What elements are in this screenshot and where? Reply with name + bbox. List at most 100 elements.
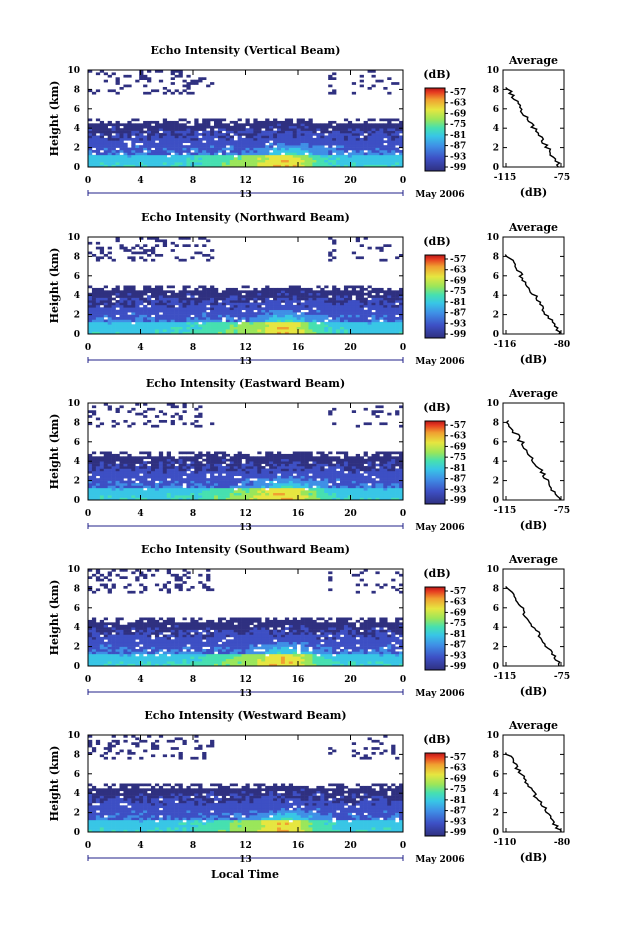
- x-tick-label: 0: [400, 509, 406, 519]
- x-tick-label: 0: [85, 509, 91, 519]
- colorbar-tick-label: -75: [450, 287, 466, 297]
- y-tick-label: 2: [74, 311, 80, 321]
- colorbar: [424, 87, 446, 172]
- colorbar-tick-label: -93: [450, 152, 466, 162]
- heatmap-cells: [88, 70, 404, 168]
- y-tick-label: 8: [74, 750, 80, 760]
- x-tick-label: 8: [190, 176, 196, 186]
- average-y-tick: 0: [493, 828, 499, 838]
- x-tick-label: 20: [344, 841, 357, 851]
- local-time-label: Local Time: [211, 868, 279, 881]
- colorbar-tick-label: -75: [450, 785, 466, 795]
- y-tick-label: 2: [74, 643, 80, 653]
- panel-1: Echo Intensity (Northward Beam) 0 2 4 6 8 10 He…: [48, 211, 570, 367]
- average-frame: [502, 734, 565, 833]
- average-y-tick: 8: [493, 418, 499, 428]
- average-y-tick: 4: [493, 291, 499, 301]
- y-axis: 0 2 4 6 8 10: [67, 233, 403, 340]
- month-label: May 2006: [415, 523, 464, 533]
- colorbar-tick-label: -57: [450, 587, 466, 597]
- colorbar-tick-label: -99: [450, 662, 466, 672]
- colorbar-tick-label: -75: [450, 120, 466, 130]
- x-axis: 0 4 8 12 16 20 0: [85, 569, 406, 685]
- y-tick-label: 4: [74, 124, 80, 134]
- y-tick-label: 0: [74, 496, 80, 506]
- average-title: Average: [508, 221, 558, 234]
- x-tick-label: 8: [190, 343, 196, 353]
- colorbar-tick-label: -57: [450, 421, 466, 431]
- x-tick-label: 8: [190, 675, 196, 685]
- colorbar-tick-label: -57: [450, 88, 466, 98]
- colorbar-tick-label: -63: [450, 598, 466, 608]
- average-panel: Average 0 2 4 6 8 10 -115 -75 (dB): [486, 553, 570, 698]
- x-tick-label: 4: [137, 509, 143, 519]
- panel-title: Echo Intensity (Southward Beam): [141, 543, 350, 556]
- y-axis: 0 2 4 6 8 10: [67, 565, 403, 672]
- heatmap-cells: [88, 569, 404, 667]
- x-tick-label: 8: [190, 509, 196, 519]
- average-y-tick: 6: [493, 272, 499, 282]
- average-title: Average: [508, 719, 558, 732]
- y-tick-label: 2: [74, 144, 80, 154]
- colorbar-tick-label: -69: [450, 276, 466, 286]
- average-profile-line: [504, 254, 562, 335]
- x-tick-label: 0: [85, 841, 91, 851]
- average-profile-line: [505, 419, 562, 501]
- panel-3: Echo Intensity (Southward Beam) 0 2 4 6 8 10 He…: [48, 543, 570, 699]
- x-tick-label: 4: [137, 675, 143, 685]
- average-y-tick: 6: [493, 604, 499, 614]
- x-tick-label: 0: [400, 841, 406, 851]
- panel-4: Echo Intensity (Westward Beam) 0 2 4 6 8 10 Hei…: [48, 709, 570, 865]
- average-x-tick: -80: [554, 340, 570, 350]
- colorbar-tick-label: -87: [450, 475, 466, 485]
- colorbar-tick-label: -81: [450, 796, 466, 806]
- average-panel: Average 0 2 4 6 8 10 -115 -75 (dB): [486, 387, 570, 532]
- colorbar-tick-label: -69: [450, 109, 466, 119]
- colorbar-tick-label: -57: [450, 255, 466, 265]
- date-label: 13: [239, 190, 252, 200]
- colorbar-tick-label: -81: [450, 131, 466, 141]
- average-profile-line: [505, 752, 562, 833]
- average-y-tick: 0: [493, 496, 499, 506]
- average-y-tick: 4: [493, 124, 499, 134]
- x-tick-label: 20: [344, 675, 357, 685]
- month-label: May 2006: [415, 855, 464, 865]
- colorbar-tick-label: -93: [450, 485, 466, 495]
- x-tick-label: 4: [137, 176, 143, 186]
- colorbar-tick-label: -81: [450, 298, 466, 308]
- x-tick-label: 4: [137, 841, 143, 851]
- average-x-tick: -75: [554, 173, 570, 183]
- panel-0: Echo Intensity (Vertical Beam) 0 2 4 6 8 10 Hei…: [48, 44, 570, 200]
- x-tick-label: 20: [344, 509, 357, 519]
- colorbar-tick-label: -93: [450, 651, 466, 661]
- colorbar-tick-label: -87: [450, 807, 466, 817]
- colorbar-tick-label: -99: [450, 163, 466, 173]
- y-tick-label: 0: [74, 330, 80, 340]
- y-axis-label: Height (km): [48, 414, 61, 490]
- average-y-tick: 6: [493, 105, 499, 115]
- colorbar-tick-label: -93: [450, 319, 466, 329]
- average-y-tick: 8: [493, 252, 499, 262]
- average-y-tick: 8: [493, 750, 499, 760]
- y-tick-label: 0: [74, 662, 80, 672]
- colorbar-tick-label: -75: [450, 619, 466, 629]
- y-tick-label: 10: [67, 731, 80, 741]
- colorbar-tick-label: -87: [450, 309, 466, 319]
- month-label: May 2006: [415, 190, 464, 200]
- x-tick-label: 20: [344, 176, 357, 186]
- average-x-tick: -75: [554, 672, 570, 682]
- panel-title: Echo Intensity (Westward Beam): [144, 709, 346, 722]
- y-tick-label: 6: [74, 770, 80, 780]
- y-tick-label: 2: [74, 809, 80, 819]
- colorbar-tick-label: -87: [450, 641, 466, 651]
- average-panel: Average 0 2 4 6 8 10 -116 -80 (dB): [486, 221, 570, 366]
- colorbar: [424, 586, 446, 671]
- y-axis-label: Height (km): [48, 81, 61, 157]
- average-y-tick: 2: [493, 311, 499, 321]
- average-x-label: (dB): [520, 353, 547, 366]
- average-frame: [502, 568, 565, 667]
- x-tick-label: 16: [292, 841, 305, 851]
- colorbar: [424, 420, 446, 505]
- y-axis: 0 2 4 6 8 10: [67, 399, 403, 506]
